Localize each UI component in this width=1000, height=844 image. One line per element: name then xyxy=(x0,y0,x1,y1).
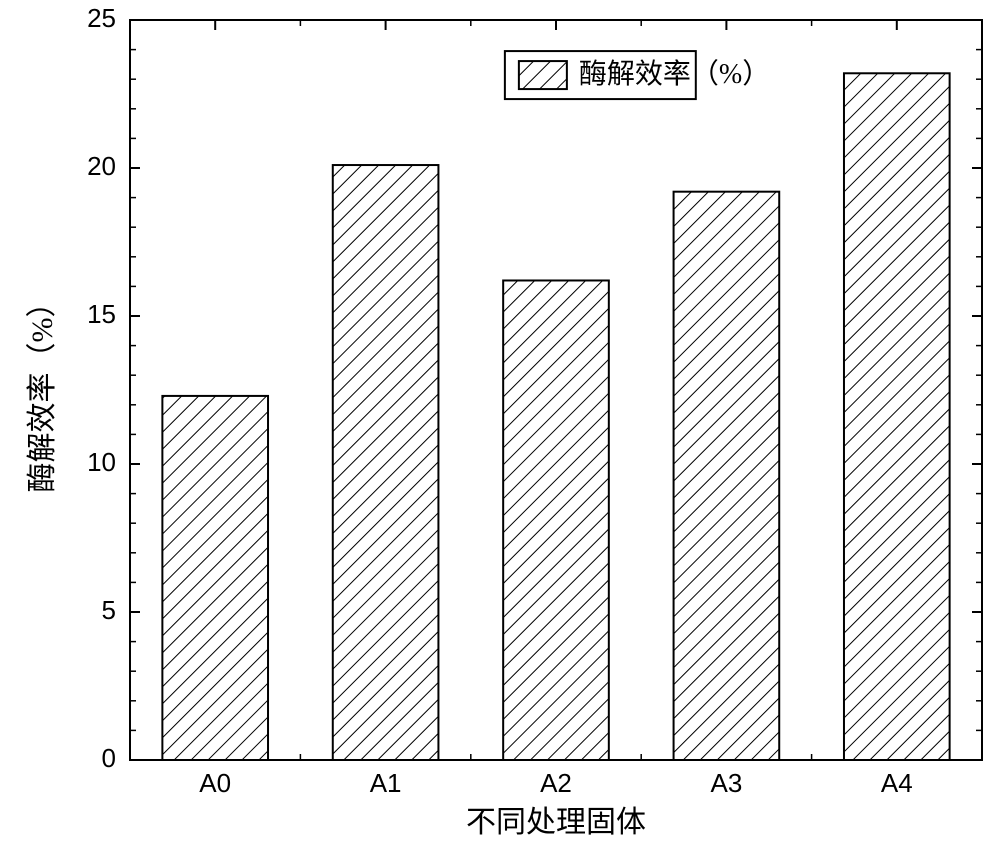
y-tick-label: 25 xyxy=(87,3,116,33)
y-tick-label: 5 xyxy=(102,595,116,625)
y-axis-title: 酶解效率（%） xyxy=(26,288,59,493)
x-tick-label: A1 xyxy=(370,768,402,798)
chart-svg: 0 5 10 15 20 25 A0 A1 A2 A3 A4 酶解效率（%） 不同处理固体 酶解效率（%） xyxy=(0,0,1000,844)
bar xyxy=(674,192,780,760)
x-axis-title: 不同处理固体 xyxy=(466,806,646,839)
legend: 酶解效率（%） xyxy=(505,51,770,99)
bar xyxy=(162,396,268,760)
bar xyxy=(503,280,609,760)
y-tick-label: 10 xyxy=(87,447,116,477)
legend-label: 酶解效率（%） xyxy=(579,58,770,90)
x-tick-label: A0 xyxy=(199,768,231,798)
bar xyxy=(844,73,950,760)
bar-chart: 0 5 10 15 20 25 A0 A1 A2 A3 A4 酶解效率（%） 不同处理固体 酶解效率（%） xyxy=(0,0,1000,844)
y-tick-label: 0 xyxy=(102,743,116,773)
x-tick-label: A4 xyxy=(881,768,913,798)
y-tick-label: 15 xyxy=(87,299,116,329)
y-tick-label: 20 xyxy=(87,151,116,181)
bar xyxy=(333,165,439,760)
x-tick-label: A3 xyxy=(710,768,742,798)
x-tick-label: A2 xyxy=(540,768,572,798)
